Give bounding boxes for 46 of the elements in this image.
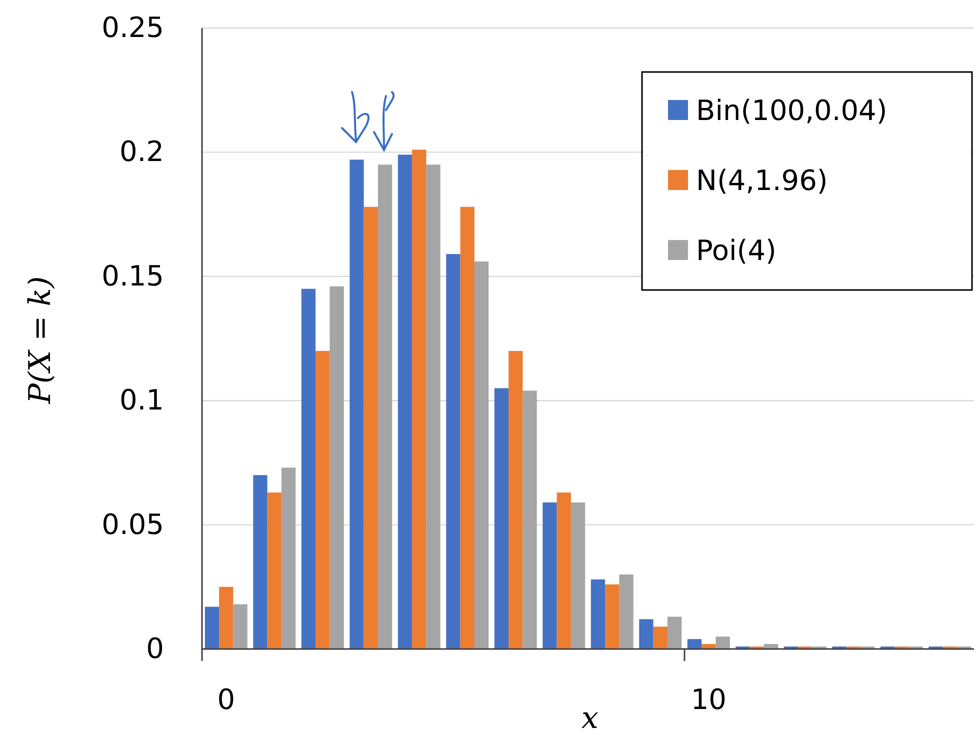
bar — [364, 206, 378, 649]
bar — [378, 164, 392, 649]
bar — [522, 390, 537, 649]
bar — [204, 606, 220, 649]
bar — [508, 350, 523, 649]
x-tick-label: 10 — [690, 682, 726, 716]
bar — [570, 502, 586, 649]
bar — [233, 604, 248, 649]
bar — [590, 579, 606, 649]
bar — [426, 164, 440, 649]
bar — [316, 350, 330, 649]
bar — [619, 574, 634, 649]
legend-label: N(4,1.96) — [696, 164, 828, 197]
bar — [253, 475, 268, 649]
bar — [764, 644, 778, 649]
y-tick-label: 0.1 — [119, 384, 164, 417]
bar — [716, 636, 730, 649]
bar — [219, 586, 234, 649]
bar — [330, 286, 344, 649]
bar — [267, 492, 282, 649]
y-tick-label: 0.05 — [102, 508, 164, 541]
x-axis-title: x — [582, 701, 599, 735]
bar — [301, 288, 316, 649]
legend-label: Bin(100,0.04) — [696, 94, 888, 127]
legend-label: Poi(4) — [696, 234, 776, 267]
bar — [605, 584, 620, 649]
bar — [494, 388, 509, 649]
bar — [412, 150, 426, 649]
bar — [542, 502, 557, 649]
y-tick-label: 0 — [146, 632, 164, 665]
y-tick-label: 0.15 — [102, 259, 164, 292]
y-tick-label: 0.2 — [119, 135, 164, 168]
bar — [281, 468, 296, 649]
bar — [556, 492, 571, 649]
bar — [702, 644, 716, 649]
bar — [446, 254, 460, 649]
y-tick-label: 0.25 — [102, 10, 164, 44]
bar — [350, 160, 364, 649]
bar — [639, 619, 654, 649]
bar — [667, 616, 682, 649]
bar — [653, 626, 668, 649]
y-axis-title: P(X = k) — [23, 276, 58, 405]
bar — [474, 261, 489, 649]
bar — [398, 154, 412, 649]
bar — [460, 206, 474, 649]
bar — [687, 639, 702, 649]
